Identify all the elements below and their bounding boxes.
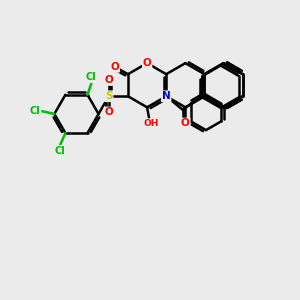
Text: Cl: Cl bbox=[30, 106, 40, 116]
Text: O: O bbox=[104, 75, 113, 85]
Text: O: O bbox=[181, 118, 190, 128]
Text: O: O bbox=[110, 62, 119, 72]
Text: O: O bbox=[143, 58, 152, 68]
Text: N: N bbox=[162, 91, 171, 101]
Text: O: O bbox=[104, 107, 113, 118]
Text: Cl: Cl bbox=[85, 72, 96, 82]
Text: S: S bbox=[105, 91, 112, 101]
Text: Cl: Cl bbox=[54, 146, 65, 156]
Text: OH: OH bbox=[144, 119, 159, 128]
